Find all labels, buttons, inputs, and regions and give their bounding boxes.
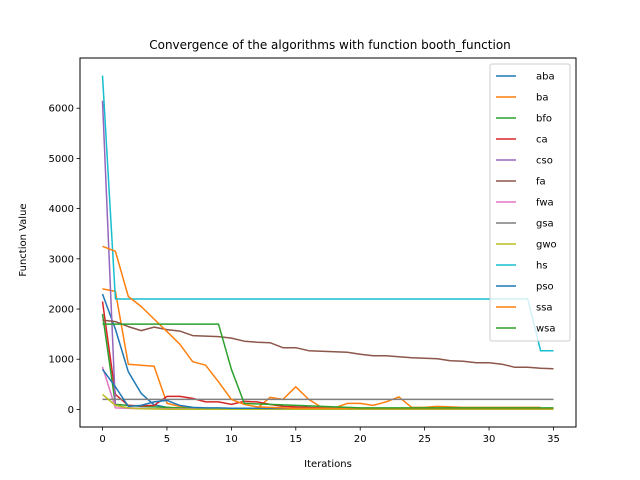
x-tick-label: 15: [289, 434, 302, 445]
series-line-fa: [102, 319, 554, 370]
legend-label-aba: aba: [536, 72, 555, 83]
series-line-wsa: [102, 323, 554, 409]
series-line-hs: [101, 75, 554, 352]
legend-label-ca: ca: [536, 135, 548, 146]
legend-label-fwa: fwa: [536, 198, 554, 209]
legend-label-gsa: gsa: [536, 219, 554, 230]
x-axis-ticks: 0 5 10 15 20 25 30 35: [99, 427, 560, 445]
x-tick-label: 20: [354, 434, 367, 445]
legend-label-ssa: ssa: [536, 303, 553, 314]
y-tick-label: 4000: [49, 204, 74, 215]
legend-label-fa: fa: [536, 177, 546, 188]
y-axis-label: Function Value: [18, 203, 29, 276]
x-tick-label: 10: [225, 434, 238, 445]
x-tick-label: 35: [547, 434, 560, 445]
legend-label-hs: hs: [536, 261, 548, 272]
chart-title: Convergence of the algorithms with funct…: [149, 38, 511, 52]
y-tick-label: 0: [68, 405, 74, 416]
series-lines: [101, 75, 554, 410]
x-tick-label: 0: [99, 434, 105, 445]
y-axis-ticks: 0 1000 2000 3000 4000 5000 6000: [49, 104, 80, 416]
y-tick-label: 5000: [49, 154, 74, 165]
plot-frame: [79, 57, 577, 428]
legend-label-cso: cso: [536, 156, 553, 167]
x-tick-label: 30: [483, 434, 496, 445]
x-tick-label: 5: [164, 434, 170, 445]
legend-label-gwo: gwo: [536, 240, 557, 251]
y-tick-label: 2000: [49, 305, 74, 316]
legend-label-wsa: wsa: [536, 324, 556, 335]
legend-label-pso: pso: [536, 282, 554, 293]
legend-label-bfo: bfo: [536, 114, 552, 125]
y-tick-label: 3000: [49, 254, 74, 265]
y-tick-label: 1000: [49, 355, 74, 366]
legend: aba ba bfo ca cso fa fwa gsa gwo hs pso ssa wsa: [489, 63, 571, 342]
x-axis-label: Iterations: [304, 459, 352, 470]
series-line-gwo: [102, 393, 554, 410]
x-tick-label: 25: [418, 434, 431, 445]
legend-label-ba: ba: [536, 93, 548, 104]
legend-box: [489, 63, 571, 342]
y-tick-label: 6000: [49, 104, 74, 115]
